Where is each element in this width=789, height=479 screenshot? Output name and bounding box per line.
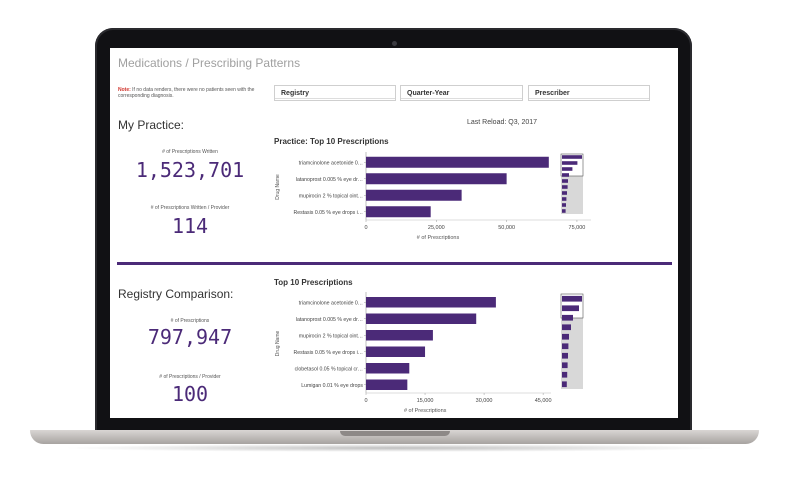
- minimap-bar: [562, 161, 578, 165]
- minimap-bar: [562, 167, 573, 171]
- bar: [366, 330, 433, 341]
- x-tick-label: 50,000: [498, 225, 515, 231]
- bar: [366, 313, 477, 324]
- registry-chart-title: Top 10 Prescriptions: [274, 278, 353, 287]
- category-label: triamcinolone acetonide 0…: [299, 160, 363, 166]
- bar: [366, 363, 410, 374]
- x-tick-label: 0: [364, 398, 367, 404]
- laptop-base: [30, 430, 759, 444]
- quarter-year-filter-label: Quarter-Year: [407, 90, 450, 97]
- dashboard-screen: Medications / Prescribing Patterns Note:…: [110, 48, 678, 418]
- bar: [366, 189, 462, 201]
- minimap-bar: [562, 362, 568, 369]
- x-tick-label: 0: [364, 225, 367, 231]
- minimap-bar: [562, 343, 569, 350]
- x-tick-label: 15,000: [417, 398, 434, 404]
- note-text: Note: If no data renders, there were no …: [118, 87, 278, 99]
- minimap-bar: [562, 155, 582, 159]
- x-axis-label: # of Prescriptions: [417, 235, 460, 241]
- category-label: mupirocin 2 % topical oint…: [299, 333, 363, 339]
- x-tick-label: 30,000: [476, 398, 493, 404]
- minimap-bar: [562, 314, 573, 321]
- practice-kpi2-value: 114: [171, 214, 209, 238]
- bar: [366, 156, 549, 168]
- x-axis-label: # of Prescriptions: [404, 408, 447, 414]
- bar: [366, 206, 431, 218]
- minimap-bar: [562, 333, 569, 340]
- prescriber-filter[interactable]: Prescriber: [528, 85, 650, 101]
- x-tick-label: 75,000: [569, 225, 586, 231]
- x-tick-label: 45,000: [535, 398, 552, 404]
- minimap-bar: [562, 197, 567, 201]
- category-label: Restasis 0.05 % eye drops i…: [294, 350, 364, 356]
- practice-kpi1-label: # of Prescriptions Written: [162, 149, 218, 155]
- y-axis-label: Drug Name: [275, 174, 281, 200]
- minimap-bar: [562, 381, 567, 388]
- note-label: Note:: [118, 87, 131, 93]
- practice-kpi2-label: # of Prescriptions Written / Provider: [150, 205, 230, 211]
- prescriber-filter-label: Prescriber: [535, 90, 570, 97]
- registry-kpi2-label: # of Prescriptions / Provider: [159, 374, 221, 380]
- registry-top10-chart: Drug Name triamcinolone acetonide 0… latan…: [275, 292, 584, 414]
- category-label: latanoprost 0.005 % eye dr…: [296, 177, 363, 183]
- category-label: Restasis 0.05 % eye drops i…: [294, 210, 364, 216]
- section-divider: [117, 262, 672, 265]
- laptop-notch: [340, 431, 450, 436]
- bar: [366, 297, 496, 308]
- minimap-bar: [562, 352, 568, 359]
- category-label: latanoprost 0.005 % eye dr…: [296, 317, 363, 323]
- minimap-bar: [562, 203, 566, 207]
- last-reload: Last Reload: Q3, 2017: [467, 119, 538, 126]
- minimap-bar: [562, 185, 568, 189]
- minimap-bar: [562, 305, 579, 312]
- category-label: Lumigan 0.01 % eye drops: [301, 383, 363, 389]
- minimap-bar: [562, 209, 566, 213]
- quarter-year-filter[interactable]: Quarter-Year: [400, 85, 523, 101]
- category-label: clobetasol 0.05 % topical cr…: [295, 366, 363, 372]
- registry-kpi1-label: # of Prescriptions: [170, 318, 210, 324]
- minimap-bar: [562, 295, 582, 302]
- minimap-bar: [562, 371, 568, 378]
- minimap-bar: [562, 173, 569, 177]
- registry-section-title: Registry Comparison:: [118, 287, 234, 301]
- y-axis-label: Drug Name: [275, 331, 281, 357]
- note-body: If no data renders, there were no patien…: [118, 87, 255, 99]
- minimap-bar: [562, 191, 567, 195]
- registry-kpi2-value: 100: [171, 382, 209, 406]
- registry-filter[interactable]: Registry: [274, 85, 396, 101]
- practice-top10-chart: Drug Name triamcinolone acetonide 0… latan…: [275, 152, 591, 241]
- x-tick-label: 25,000: [428, 225, 445, 231]
- laptop-shadow: [60, 444, 729, 452]
- category-label: mupirocin 2 % topical oint…: [299, 193, 363, 199]
- practice-chart-title: Practice: Top 10 Prescriptions: [274, 137, 389, 146]
- page-title: Medications / Prescribing Patterns: [118, 56, 301, 70]
- registry-kpi1-value: 797,947: [147, 325, 233, 349]
- practice-kpi1-value: 1,523,701: [135, 158, 245, 182]
- category-label: triamcinolone acetonide 0…: [299, 300, 363, 306]
- registry-filter-label: Registry: [281, 90, 310, 97]
- minimap-bar: [562, 324, 571, 331]
- bar: [366, 346, 426, 357]
- minimap-bar: [562, 179, 568, 183]
- bar: [366, 379, 408, 390]
- practice-section-title: My Practice:: [118, 118, 185, 132]
- webcam-icon: [392, 41, 397, 46]
- bar: [366, 173, 507, 185]
